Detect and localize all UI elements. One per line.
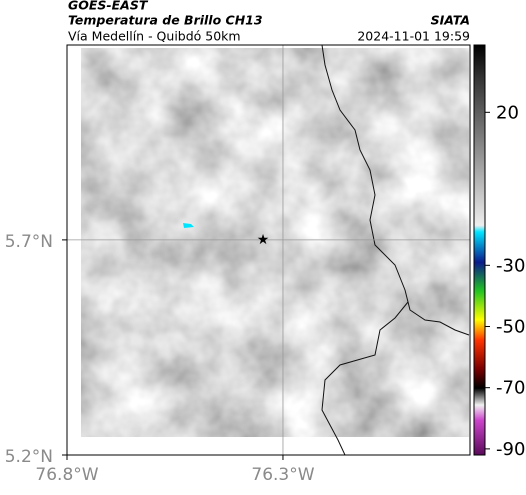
y-tick-label: 5.7°N [5,232,53,252]
colorbar [473,44,486,456]
coastline [321,44,470,336]
satellite-image [81,48,469,437]
colorbar-label: -90 [496,439,525,460]
colorbar-label: -30 [496,255,525,276]
timestamp: 2024-11-01 19:59 [357,29,470,44]
location-marker: ★ [257,232,270,248]
border [321,301,409,456]
colorbar-label: -50 [496,316,525,337]
colorbar-label: 20 [496,102,519,123]
source: SIATA [431,13,470,28]
x-tick-label: 76.8°W [35,465,98,485]
satellite: GOES-EAST [68,0,149,13]
cold-cloud [183,223,194,228]
x-tick-label: 76.3°W [251,465,314,485]
product: Temperatura de Brillo CH13 [68,13,263,28]
region: Vía Medellín - Quibdó 50km [68,29,241,44]
map-frame [66,44,471,456]
y-tick-label: 5.2°N [5,447,53,467]
colorbar-label: -70 [496,378,525,399]
